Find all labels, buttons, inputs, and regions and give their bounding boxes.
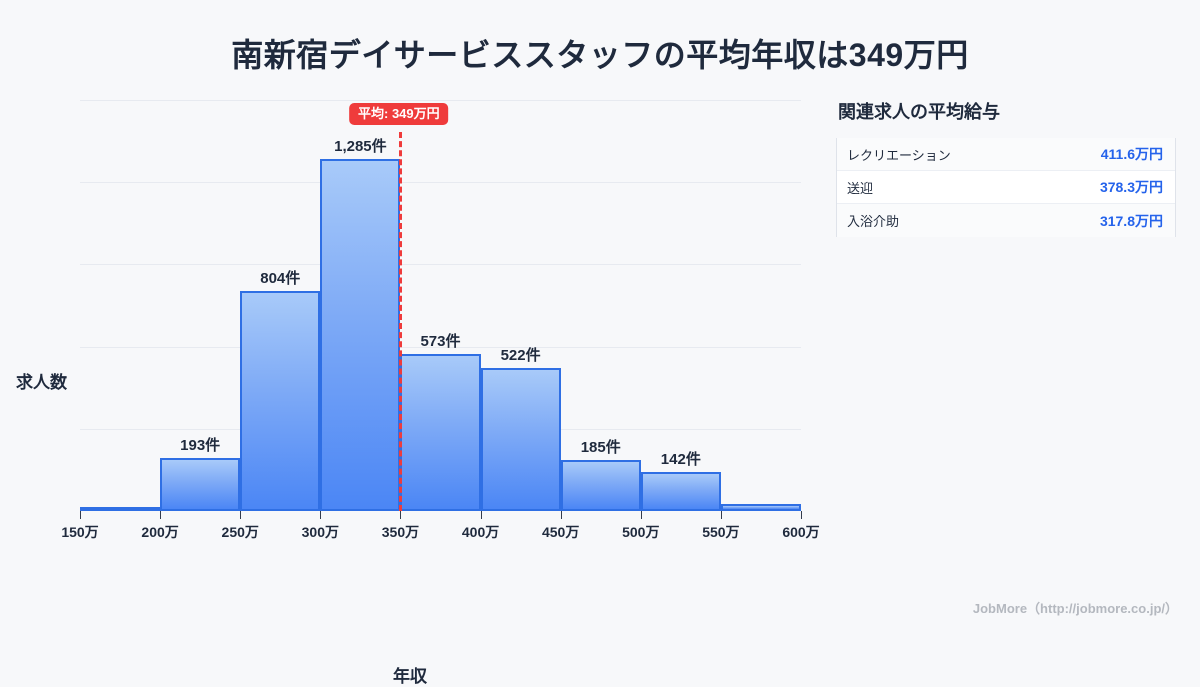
related-salary-table: レクリエーション 411.6万円送迎 378.3万円入浴介助 317.8万円 <box>836 138 1176 237</box>
y-axis-title: 求人数 <box>16 373 67 392</box>
table-row: 送迎 378.3万円 <box>837 171 1175 204</box>
x-axis-title: 年収 <box>393 667 427 686</box>
bar <box>560 460 641 511</box>
x-tick <box>480 511 482 519</box>
bar <box>400 354 481 511</box>
bar-value-label: 804件 <box>260 269 301 287</box>
plot-area: 193件 804件 1,285件 573件 522件 185件 142件 150万 200万 2… <box>61 100 820 540</box>
x-tick <box>320 511 322 519</box>
x-tick <box>400 511 402 519</box>
gridline <box>80 346 801 348</box>
page-title: 南新宿デイサービススタッフの平均年収は349万円 <box>231 37 969 73</box>
bar-series: 193件 804件 1,285件 573件 522件 185件 142件 <box>80 100 801 511</box>
bar <box>480 367 561 511</box>
bar <box>160 458 241 511</box>
x-tick-label: 550万 <box>702 524 740 540</box>
job-category-label: レクリエーション <box>847 147 951 163</box>
bar-value-label: 193件 <box>180 437 221 455</box>
x-tick <box>801 511 802 519</box>
bar-value-label: 573件 <box>420 332 461 350</box>
average-salary-value: 378.3万円 <box>1099 179 1163 195</box>
x-tick <box>240 511 242 519</box>
related-salary-heading: 関連求人の平均給与 <box>838 102 1000 122</box>
bar <box>320 158 401 511</box>
bar-value-label: 185件 <box>580 439 621 457</box>
x-tick <box>160 511 162 519</box>
job-category-label: 入浴介助 <box>847 214 900 229</box>
table-row: 入浴介助 317.8万円 <box>837 204 1175 237</box>
x-tick-label: 200万 <box>141 524 179 540</box>
bar <box>720 504 801 511</box>
x-tick-label: 600万 <box>782 524 820 540</box>
histogram-chart: 求人数 年収 193件 804件 1,285件 573件 522件 185件 142件 15… <box>0 90 820 686</box>
x-tick <box>720 511 722 519</box>
x-tick-label: 150万 <box>61 524 99 540</box>
x-tick-label: 350万 <box>381 524 420 540</box>
gridline <box>80 182 801 184</box>
bar <box>80 507 161 511</box>
x-tick-label: 450万 <box>541 524 580 540</box>
average-badge: 平均: 349万円 <box>349 103 449 125</box>
bar-value-label: 522件 <box>500 346 541 364</box>
related-salary-panel: 関連求人の平均給与 レクリエーション 411.6万円送迎 378.3万円入浴介助 31… <box>836 98 1176 237</box>
x-tick <box>560 511 562 519</box>
average-salary-value: 317.8万円 <box>1099 212 1163 229</box>
x-tick-label: 400万 <box>461 524 500 540</box>
x-tick-label: 250万 <box>221 524 259 540</box>
average-line <box>398 132 402 511</box>
x-tick-label: 500万 <box>622 524 660 540</box>
x-tick-label: 300万 <box>301 524 340 540</box>
watermark-credit: JobMore（http://jobmore.co.jp/） <box>972 601 1178 616</box>
x-tick <box>640 511 642 519</box>
bar-value-label: 1,285件 <box>334 137 387 155</box>
average-salary-value: 411.6万円 <box>1100 146 1163 162</box>
table-row: レクリエーション 411.6万円 <box>837 138 1175 171</box>
bar <box>640 472 721 511</box>
gridline <box>80 264 801 266</box>
job-category-label: 送迎 <box>847 180 874 196</box>
gridline <box>80 100 801 101</box>
bar-value-label: 142件 <box>660 451 701 469</box>
x-tick <box>80 511 81 519</box>
bar <box>240 290 321 511</box>
